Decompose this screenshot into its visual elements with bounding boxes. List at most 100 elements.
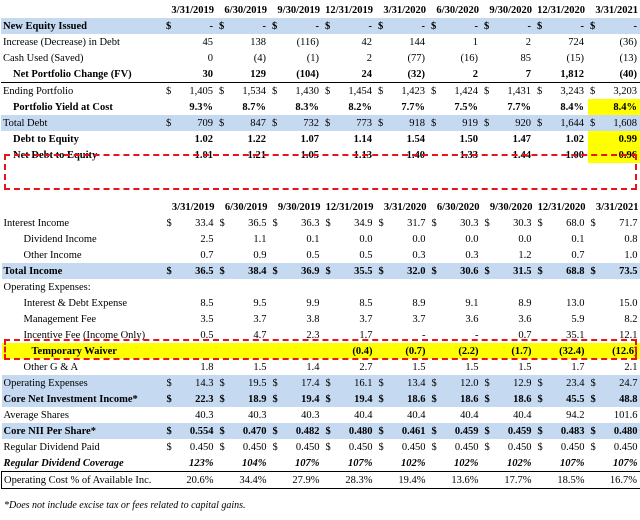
value-cell: 0.450: [401, 441, 426, 453]
currency-sign: $: [323, 263, 336, 279]
currency-sign: [217, 343, 230, 359]
currency-sign: [270, 66, 282, 83]
currency-sign: [377, 327, 389, 343]
column-header: 3/31/2020: [383, 201, 427, 213]
value-cell: 94.2: [566, 409, 585, 421]
value-cell: 0.3: [465, 249, 479, 261]
value-cell: 919: [441, 115, 482, 131]
row-label: Temporary Waiver: [1, 343, 165, 359]
currency-sign: [536, 407, 548, 423]
value-cell: 0.7: [518, 329, 532, 341]
value-cell: (13): [619, 52, 638, 64]
value-cell: [601, 279, 640, 295]
table-row: Debt to Equity 1.02 1.22 1.07 1.14 1.54 1.50 1.…: [1, 131, 640, 147]
currency-sign: [271, 247, 283, 263]
value-cell: 38.4: [229, 263, 271, 279]
table-row: Other Income 0.7 0.9 0.5 0.5 0.3 0.3 1.2 0.7 1.0: [2, 247, 640, 263]
currency-sign: [483, 279, 495, 295]
value-cell: (4): [253, 52, 266, 64]
currency-sign: [165, 295, 177, 311]
value-cell: 0.480: [600, 423, 640, 439]
row-label: Interest Income: [3, 217, 70, 229]
currency-sign: $: [429, 391, 442, 407]
value-cell: (40): [619, 68, 638, 80]
table-row: Core Net Investment Income* $22.3 $18.9 $19…: [1, 391, 640, 407]
currency-sign: $: [164, 375, 177, 391]
currency-sign: [217, 131, 229, 147]
value-cell: 123%: [189, 457, 214, 469]
value-cell: 1,454: [335, 82, 376, 99]
value-cell: 107%: [348, 457, 373, 469]
column-header: 3/31/2021: [595, 4, 638, 16]
currency-sign: $: [376, 82, 388, 99]
currency-sign: $: [588, 423, 601, 439]
value-cell: 36.5: [176, 263, 218, 279]
value-cell: 1.00: [565, 149, 584, 161]
currency-sign: $: [535, 18, 547, 34]
column-header: 6/30/2019: [224, 4, 267, 16]
row-label: Ending Portfolio: [1, 82, 164, 99]
value-cell: 1,534: [229, 82, 270, 99]
currency-sign: $: [164, 423, 177, 439]
table-row: Other G & A 1.8 1.5 1.4 2.7 1.5 1.5 1.5 1.7 2.1: [2, 359, 640, 375]
currency-sign: [324, 407, 336, 423]
currency-sign: [536, 231, 548, 247]
value-cell: 8.9: [412, 297, 426, 309]
currency-sign: $: [323, 375, 336, 391]
row-label: Net Debt to Equity: [13, 149, 98, 161]
currency-sign: [271, 455, 283, 472]
currency-sign: [164, 131, 176, 147]
currency-sign: [217, 99, 229, 115]
currency-sign: $: [166, 441, 172, 453]
value-cell: 1.5: [253, 361, 267, 373]
currency-sign: $: [217, 375, 230, 391]
currency-sign: [588, 66, 600, 83]
currency-sign: [482, 343, 495, 359]
currency-sign: [324, 231, 336, 247]
value-cell: 1.5: [465, 361, 479, 373]
table-row: Dividend Income 2.5 1.1 0.1 0.0 0.0 0.0 0.0 0.1 0…: [2, 231, 640, 247]
currency-sign: [270, 471, 283, 489]
currency-sign: $: [537, 217, 543, 229]
row-label: Operating Cost % of Available Inc.: [1, 471, 165, 489]
value-cell: 129: [250, 68, 266, 80]
currency-sign: $: [272, 441, 278, 453]
currency-sign: [165, 311, 177, 327]
value-cell: 1: [472, 36, 478, 48]
row-label: Regular Dividend Paid: [3, 441, 100, 453]
currency-sign: [218, 247, 230, 263]
value-cell: 107%: [295, 457, 320, 469]
currency-sign: $: [482, 375, 495, 391]
value-cell: [176, 343, 218, 359]
value-cell: 48.8: [600, 391, 640, 407]
value-cell: (116): [296, 36, 319, 48]
value-cell: 847: [229, 115, 270, 131]
currency-sign: [589, 407, 601, 423]
currency-sign: [536, 327, 548, 343]
value-cell: 0.96: [600, 147, 640, 163]
currency-sign: [589, 231, 601, 247]
value-cell: 13.6%: [441, 471, 483, 489]
currency-sign: $: [270, 423, 283, 439]
currency-sign: [271, 231, 283, 247]
value-cell: [495, 279, 536, 295]
value-cell: 1,431: [494, 82, 535, 99]
currency-sign: [430, 295, 442, 311]
value-cell: 0.470: [229, 423, 271, 439]
value-cell: (16): [460, 52, 479, 64]
value-cell: 19.4: [282, 391, 324, 407]
currency-sign: [430, 311, 442, 327]
value-cell: 36.3: [301, 217, 320, 229]
row-label: Dividend Income: [23, 233, 97, 245]
column-header: 3/31/2019: [171, 201, 215, 213]
table-row: Net Debt to Equity 1.01 1.21 1.05 1.13 1.40 1.…: [1, 147, 640, 163]
value-cell: -: [547, 18, 588, 34]
value-cell: 40.3: [195, 409, 214, 421]
currency-sign: $: [429, 115, 441, 131]
value-cell: [283, 279, 324, 295]
value-cell: 0.0: [465, 233, 479, 245]
currency-sign: [535, 147, 547, 163]
value-cell: 1,423: [388, 82, 429, 99]
value-cell: 0.5: [200, 329, 214, 341]
value-cell: 8.9: [518, 297, 532, 309]
